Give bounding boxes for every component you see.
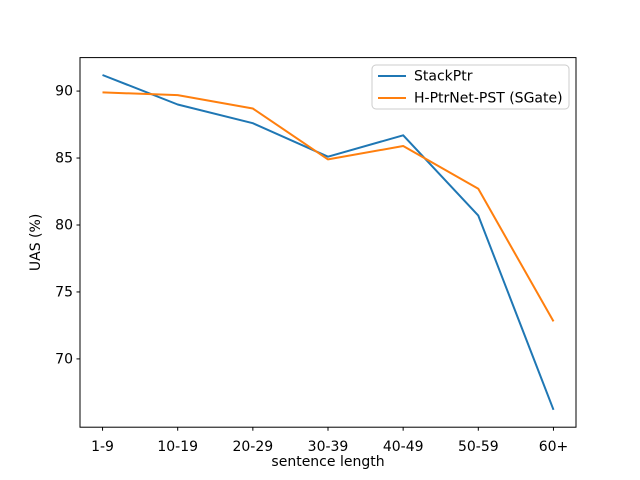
x-tick-label: 30-39: [308, 439, 349, 455]
x-tick-label: 20-29: [232, 439, 273, 455]
x-tick-label: 40-49: [383, 439, 424, 455]
y-tick-label: 85: [55, 151, 73, 167]
x-tick-label: 60+: [539, 439, 569, 455]
x-tick-label: 50-59: [458, 439, 499, 455]
y-tick-label: 90: [55, 84, 73, 100]
axis-tick-marks: [76, 90, 554, 431]
legend: StackPtr H-PtrNet-PST (SGate): [371, 64, 570, 110]
series-line-stackptr: [102, 74, 555, 411]
x-tick-label: 1-9: [91, 439, 114, 455]
x-axis-label: sentence length: [271, 454, 384, 470]
x-tick-label: 10-19: [157, 439, 198, 455]
plot-area: [79, 57, 577, 428]
y-tick-label: 80: [55, 218, 73, 234]
y-axis-label: UAS (%): [28, 214, 44, 271]
legend-label-hptrnet-pst-sgate: H-PtrNet-PST (SGate): [414, 91, 563, 107]
y-axis-tick-labels: 90 85 80 75 70: [55, 84, 73, 368]
x-axis-tick-labels: 1-9 10-19 20-29 30-39 40-49 50-59 60+: [91, 439, 568, 455]
legend-box: [371, 64, 570, 110]
y-tick-label: 70: [55, 351, 73, 367]
series-line-hptrnet-pst-sgate: [102, 91, 555, 322]
series-lines: [102, 74, 555, 411]
legend-label-stackptr: StackPtr: [414, 69, 473, 85]
y-tick-label: 75: [55, 284, 73, 300]
